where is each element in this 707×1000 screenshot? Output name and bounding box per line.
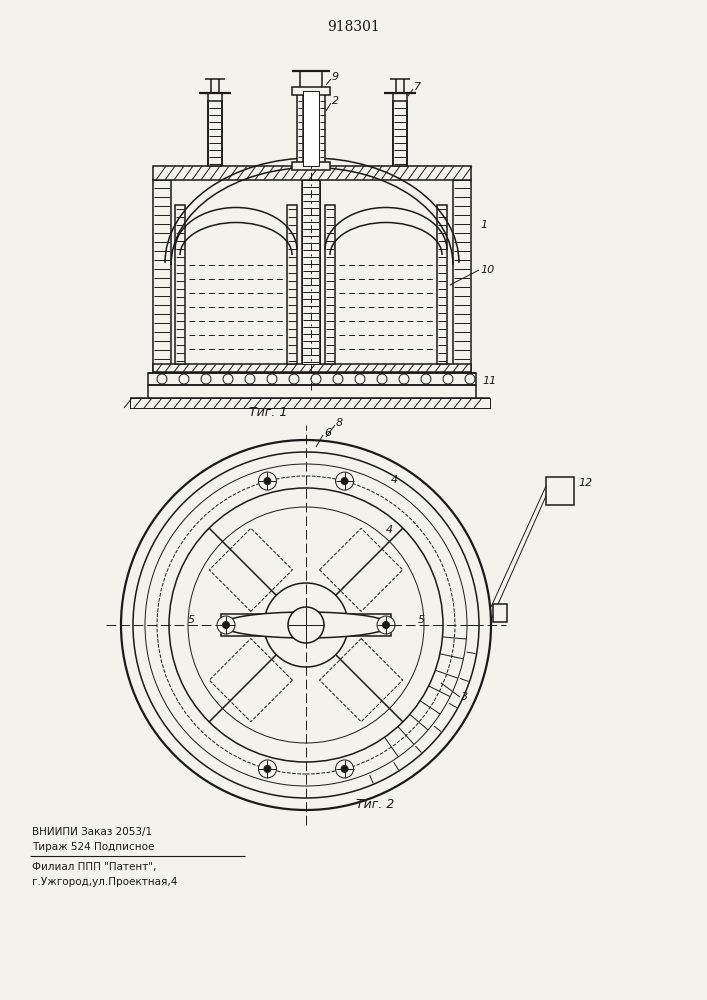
Circle shape [264, 765, 271, 772]
Text: 11: 11 [482, 376, 496, 386]
Circle shape [288, 607, 324, 643]
Circle shape [259, 760, 276, 778]
Circle shape [355, 374, 365, 384]
Text: 1: 1 [480, 220, 487, 230]
Circle shape [421, 374, 431, 384]
Circle shape [377, 374, 387, 384]
Circle shape [259, 472, 276, 490]
Polygon shape [319, 91, 325, 166]
Text: 9: 9 [332, 72, 339, 82]
Polygon shape [325, 205, 335, 364]
Text: 5: 5 [187, 615, 194, 625]
Text: Τиг. 2: Τиг. 2 [356, 798, 395, 812]
Circle shape [311, 374, 321, 384]
Text: 2: 2 [332, 96, 339, 106]
Polygon shape [130, 398, 490, 408]
Text: 10: 10 [480, 265, 494, 275]
Bar [546, 477, 574, 505]
Circle shape [201, 374, 211, 384]
Circle shape [157, 374, 167, 384]
Polygon shape [153, 364, 471, 372]
Polygon shape [175, 205, 185, 364]
Bar [493, 604, 507, 622]
Bar [292, 162, 330, 170]
Polygon shape [297, 91, 303, 166]
Circle shape [443, 374, 453, 384]
Circle shape [267, 374, 277, 384]
Circle shape [377, 616, 395, 634]
Text: 918301: 918301 [327, 20, 380, 34]
Circle shape [264, 478, 271, 485]
Bar [292, 87, 330, 95]
Circle shape [121, 440, 491, 810]
Text: 12: 12 [578, 478, 592, 488]
Circle shape [336, 760, 354, 778]
Circle shape [245, 374, 255, 384]
Circle shape [217, 616, 235, 634]
Circle shape [223, 621, 230, 629]
Bar [303, 91, 319, 166]
Circle shape [179, 374, 189, 384]
Circle shape [341, 478, 348, 485]
Bar [221, 614, 391, 636]
Circle shape [223, 374, 233, 384]
Text: 3: 3 [461, 692, 468, 702]
Polygon shape [287, 205, 297, 364]
Text: 4: 4 [386, 525, 393, 535]
Polygon shape [453, 180, 471, 372]
Text: ВНИИПИ Заказ 2053/1: ВНИИПИ Заказ 2053/1 [32, 827, 152, 837]
Text: 6: 6 [324, 428, 331, 438]
Polygon shape [153, 166, 471, 180]
Text: 7: 7 [414, 82, 421, 92]
Polygon shape [437, 205, 447, 364]
Text: 5: 5 [417, 615, 425, 625]
Bar [148, 373, 476, 385]
Polygon shape [302, 180, 320, 364]
Text: 8: 8 [336, 418, 343, 428]
Circle shape [289, 374, 299, 384]
Text: Тираж 524 Подписное: Тираж 524 Подписное [32, 842, 154, 852]
Polygon shape [153, 180, 171, 372]
Ellipse shape [221, 612, 391, 638]
Text: Филиал ППП "Патент",: Филиал ППП "Патент", [32, 862, 156, 872]
Text: Τиг. 1: Τиг. 1 [249, 406, 287, 418]
Circle shape [382, 621, 390, 629]
Polygon shape [393, 101, 407, 166]
Circle shape [341, 765, 348, 772]
Text: г.Ужгород,ул.Проектная,4: г.Ужгород,ул.Проектная,4 [32, 877, 177, 887]
Circle shape [465, 374, 475, 384]
Text: 4: 4 [391, 475, 398, 485]
Circle shape [336, 472, 354, 490]
Circle shape [399, 374, 409, 384]
Circle shape [133, 452, 479, 798]
Circle shape [333, 374, 343, 384]
Polygon shape [208, 101, 222, 166]
